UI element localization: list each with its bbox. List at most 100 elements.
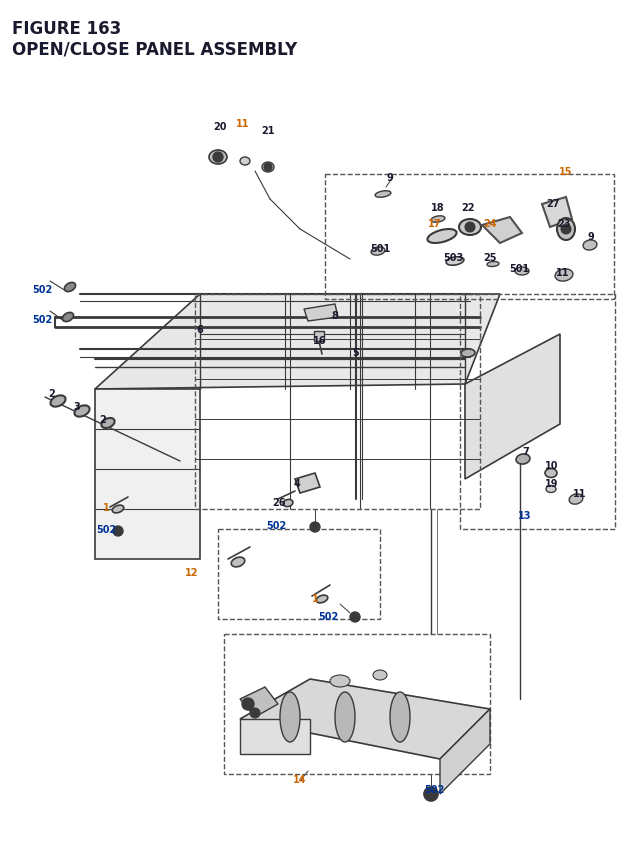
- Text: 11: 11: [573, 488, 587, 499]
- Text: 19: 19: [545, 479, 559, 488]
- Ellipse shape: [555, 269, 573, 282]
- Ellipse shape: [546, 486, 556, 493]
- Bar: [325, 175, 614, 300]
- Circle shape: [264, 164, 272, 172]
- Ellipse shape: [240, 158, 250, 166]
- Text: 12: 12: [185, 567, 199, 578]
- Text: 503: 503: [443, 253, 463, 263]
- Text: 23: 23: [557, 219, 571, 229]
- Polygon shape: [95, 389, 200, 560]
- Text: 22: 22: [461, 202, 475, 213]
- Ellipse shape: [373, 670, 387, 680]
- Text: 8: 8: [332, 311, 339, 320]
- Text: 2: 2: [100, 414, 106, 424]
- Ellipse shape: [569, 494, 583, 505]
- Ellipse shape: [74, 406, 90, 418]
- Text: 17: 17: [428, 219, 442, 229]
- Circle shape: [424, 787, 438, 801]
- Circle shape: [561, 225, 571, 235]
- Ellipse shape: [51, 396, 65, 407]
- Ellipse shape: [583, 240, 597, 251]
- Ellipse shape: [101, 418, 115, 429]
- Text: 502: 502: [424, 784, 444, 794]
- Text: 501: 501: [370, 244, 390, 254]
- Polygon shape: [482, 218, 522, 244]
- Text: 27: 27: [547, 199, 560, 208]
- Text: 10: 10: [545, 461, 559, 470]
- Polygon shape: [542, 198, 572, 228]
- Ellipse shape: [390, 692, 410, 742]
- Text: 501: 501: [509, 263, 529, 274]
- Ellipse shape: [262, 163, 274, 173]
- Ellipse shape: [63, 313, 74, 322]
- Text: 20: 20: [213, 122, 227, 132]
- Text: 6: 6: [196, 325, 204, 335]
- Ellipse shape: [280, 692, 300, 742]
- Text: 4: 4: [294, 479, 300, 488]
- Text: 11: 11: [236, 119, 250, 129]
- Polygon shape: [314, 331, 324, 342]
- Text: 13: 13: [518, 511, 532, 520]
- Circle shape: [350, 612, 360, 623]
- Ellipse shape: [65, 283, 76, 292]
- Text: 24: 24: [483, 219, 497, 229]
- Text: 14: 14: [293, 774, 307, 784]
- Bar: [218, 530, 380, 619]
- Text: 9: 9: [387, 173, 394, 183]
- Bar: [224, 635, 490, 774]
- Polygon shape: [240, 687, 278, 717]
- Text: 11: 11: [556, 268, 570, 278]
- Ellipse shape: [371, 248, 385, 256]
- Text: 26: 26: [272, 498, 285, 507]
- Ellipse shape: [112, 505, 124, 513]
- Ellipse shape: [545, 469, 557, 478]
- Text: 16: 16: [313, 336, 327, 345]
- Ellipse shape: [446, 257, 464, 266]
- Ellipse shape: [461, 350, 475, 357]
- Ellipse shape: [231, 557, 244, 567]
- Polygon shape: [440, 709, 490, 794]
- Text: FIGURE 163: FIGURE 163: [12, 20, 121, 38]
- Ellipse shape: [431, 217, 445, 223]
- Polygon shape: [240, 719, 310, 754]
- Text: 18: 18: [431, 202, 445, 213]
- Ellipse shape: [209, 151, 227, 164]
- Ellipse shape: [428, 230, 456, 244]
- Ellipse shape: [283, 499, 293, 507]
- Ellipse shape: [557, 219, 575, 241]
- Text: 3: 3: [74, 401, 81, 412]
- Text: 502: 502: [266, 520, 286, 530]
- Text: 15: 15: [559, 167, 573, 177]
- Bar: [460, 294, 615, 530]
- Circle shape: [113, 526, 123, 536]
- Polygon shape: [465, 335, 560, 480]
- Ellipse shape: [330, 675, 350, 687]
- Text: 5: 5: [353, 348, 360, 357]
- Text: 25: 25: [483, 253, 497, 263]
- Text: 1: 1: [312, 593, 318, 604]
- Polygon shape: [295, 474, 320, 493]
- Text: 502: 502: [32, 285, 52, 294]
- Text: 2: 2: [49, 388, 56, 399]
- Text: 502: 502: [96, 524, 116, 535]
- Ellipse shape: [459, 220, 481, 236]
- Ellipse shape: [487, 262, 499, 267]
- Text: OPEN/CLOSE PANEL ASSEMBLY: OPEN/CLOSE PANEL ASSEMBLY: [12, 40, 297, 58]
- Ellipse shape: [515, 268, 529, 276]
- Ellipse shape: [316, 596, 328, 604]
- Text: 21: 21: [261, 126, 275, 136]
- Circle shape: [310, 523, 320, 532]
- Text: 502: 502: [32, 314, 52, 325]
- Text: 9: 9: [588, 232, 595, 242]
- Ellipse shape: [335, 692, 355, 742]
- Text: 502: 502: [318, 611, 338, 622]
- Polygon shape: [95, 294, 500, 389]
- Circle shape: [465, 223, 475, 232]
- Polygon shape: [304, 305, 338, 322]
- Circle shape: [213, 152, 223, 163]
- Text: 7: 7: [523, 447, 529, 456]
- Circle shape: [242, 698, 254, 710]
- Text: 1: 1: [102, 503, 109, 512]
- Ellipse shape: [375, 191, 391, 198]
- Ellipse shape: [516, 455, 530, 465]
